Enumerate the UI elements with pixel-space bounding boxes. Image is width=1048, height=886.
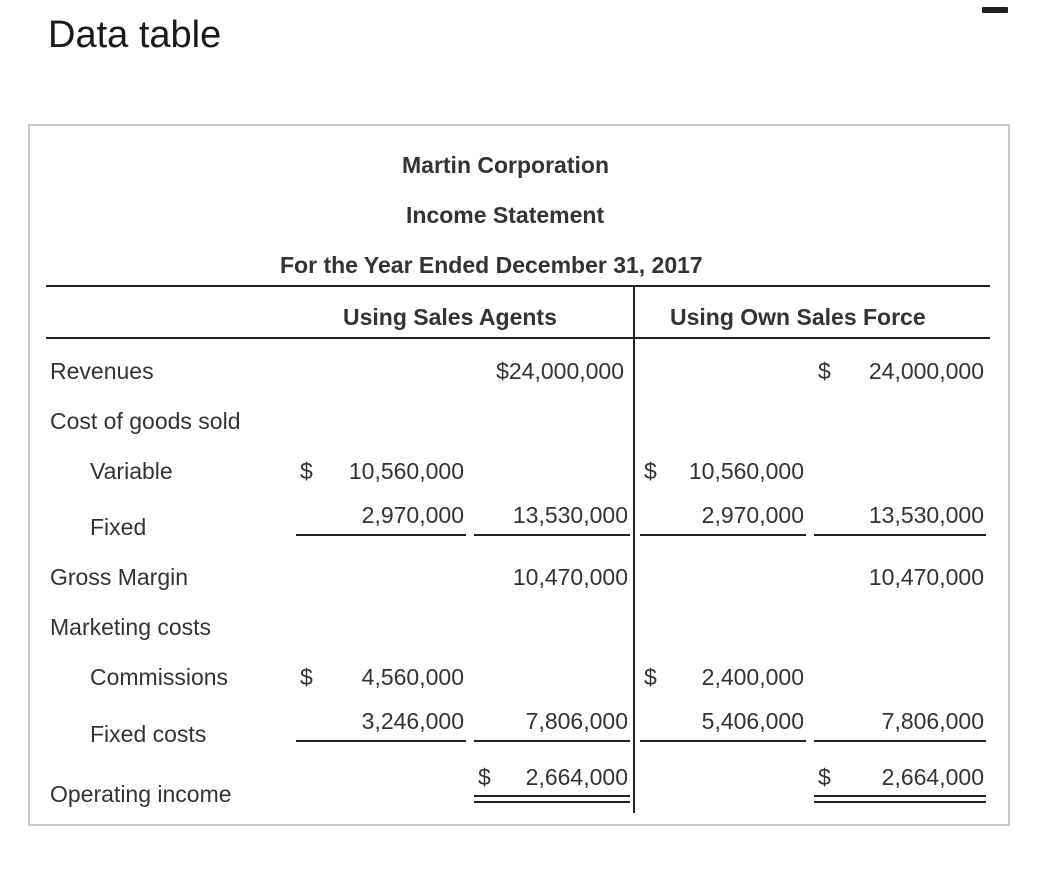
agents-operating-income: 2,664,000 [525,764,628,790]
own-revenues-currency: $ [818,358,831,384]
agents-commissions-currency: $ [300,664,313,690]
agents-fixed: 2,970,000 [361,502,464,528]
column-divider [633,287,635,813]
dialog-title: Data table [48,14,222,56]
agents-cogs-underline [474,534,630,536]
own-fixed-costs-underline [640,740,806,742]
row-label-marketing: Marketing costs [50,614,212,640]
own-operating-income: 2,664,000 [881,764,984,790]
column-header-own: Using Own Sales Force [670,304,926,330]
row-label-gross-margin: Gross Margin [50,564,189,590]
agents-marketing-total: 7,806,000 [525,708,628,734]
agents-fixed-costs: 3,246,000 [361,708,464,734]
agents-gross-margin: 10,470,000 [512,564,628,590]
minimize-icon[interactable] [982,7,1008,13]
agents-fixed-costs-underline [296,740,466,742]
header-top-rule [46,285,990,287]
agents-cogs-total: 13,530,000 [512,502,628,528]
row-label-cogs: Cost of goods sold [50,408,241,434]
own-commissions-currency: $ [644,664,657,690]
agents-operating-double-underline-1 [474,795,630,797]
income-statement-panel: Martin Corporation Income Statement For … [28,124,1010,826]
header-bottom-rule [46,337,990,339]
row-label-commissions: Commissions [90,664,229,690]
row-label-variable: Variable [90,458,173,484]
own-cogs-underline [814,534,986,536]
own-cogs-total: 13,530,000 [868,502,984,528]
own-fixed: 2,970,000 [701,502,804,528]
row-label-revenues: Revenues [50,358,154,384]
agents-marketing-underline [474,740,630,742]
column-header-agents: Using Sales Agents [343,304,557,330]
agents-fixed-underline [296,534,466,536]
own-revenues: 24,000,000 [868,358,984,384]
statement-period: For the Year Ended December 31, 2017 [280,252,703,278]
agents-variable-currency: $ [300,458,313,484]
company-name: Martin Corporation [402,152,609,178]
own-fixed-costs: 5,406,000 [701,708,804,734]
agents-variable: 10,560,000 [348,458,464,484]
own-variable: 10,560,000 [688,458,804,484]
agents-operating-currency: $ [478,764,491,790]
own-marketing-total: 7,806,000 [881,708,984,734]
own-marketing-underline [814,740,986,742]
own-operating-double-underline-2 [814,801,986,803]
row-label-operating-income: Operating income [50,781,232,807]
own-fixed-underline [640,534,806,536]
own-commissions: 2,400,000 [701,664,804,690]
agents-operating-double-underline-2 [474,801,630,803]
own-operating-currency: $ [818,764,831,790]
agents-revenues: $24,000,000 [496,358,624,384]
row-label-fixed-costs: Fixed costs [90,721,207,747]
row-label-fixed: Fixed [90,514,147,540]
own-variable-currency: $ [644,458,657,484]
own-operating-double-underline-1 [814,795,986,797]
agents-commissions: 4,560,000 [361,664,464,690]
own-gross-margin: 10,470,000 [868,564,984,590]
statement-title: Income Statement [406,202,605,228]
